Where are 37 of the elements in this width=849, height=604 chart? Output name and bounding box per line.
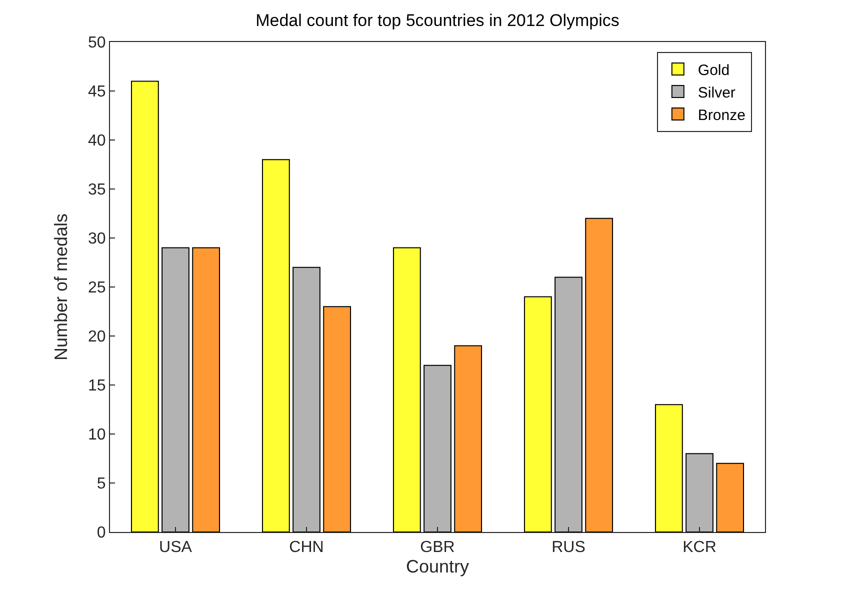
y-tick-label: 40 xyxy=(88,132,106,150)
y-tick-label: 5 xyxy=(96,476,106,493)
y-tick-label: 0 xyxy=(96,524,106,542)
y-tick-label: 20 xyxy=(88,328,106,346)
y-tick-label: 45 xyxy=(88,84,106,101)
x-tick-label: CHN xyxy=(289,539,324,556)
bar xyxy=(454,345,482,532)
bar xyxy=(654,404,683,532)
bar xyxy=(585,218,614,532)
bar xyxy=(262,159,290,532)
x-tick-label: USA xyxy=(159,539,192,556)
x-tick-label: GBR xyxy=(420,539,455,556)
bar xyxy=(323,306,352,532)
y-axis-title: Number of medals xyxy=(51,213,72,361)
chart-title: Medal count for top 5countries in 2012 Olympics xyxy=(256,10,620,30)
bar xyxy=(686,453,714,532)
bar xyxy=(192,247,220,532)
y-tick-label: 25 xyxy=(88,280,106,297)
bar xyxy=(292,266,320,532)
y-tick-label: 35 xyxy=(88,182,106,199)
legend-label: Gold xyxy=(698,62,730,79)
y-tick-label: 50 xyxy=(88,34,106,52)
bar xyxy=(524,296,552,532)
bar xyxy=(424,364,452,532)
legend-label: Bronze xyxy=(698,106,746,124)
y-tick-label: 10 xyxy=(88,426,106,444)
bar xyxy=(130,80,159,532)
y-tick-label: 30 xyxy=(88,230,106,248)
x-tick-label: RUS xyxy=(552,539,586,556)
legend-label: Silver xyxy=(698,84,736,102)
bar xyxy=(716,462,744,532)
y-tick-label: 15 xyxy=(88,378,106,395)
bar xyxy=(392,247,421,532)
bar xyxy=(162,247,190,532)
x-tick-label: KCR xyxy=(682,539,716,556)
x-axis-title: Country xyxy=(406,556,470,576)
bar xyxy=(554,276,582,532)
